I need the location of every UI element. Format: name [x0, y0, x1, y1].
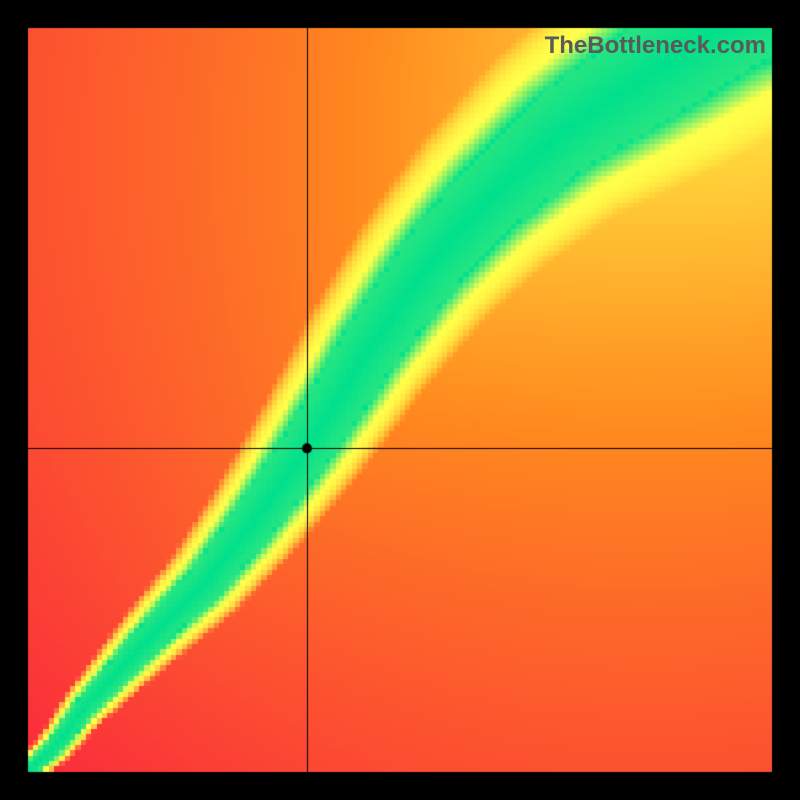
chart-container: TheBottleneck.com [0, 0, 800, 800]
heatmap-canvas [0, 0, 800, 800]
watermark-text: TheBottleneck.com [545, 32, 766, 60]
